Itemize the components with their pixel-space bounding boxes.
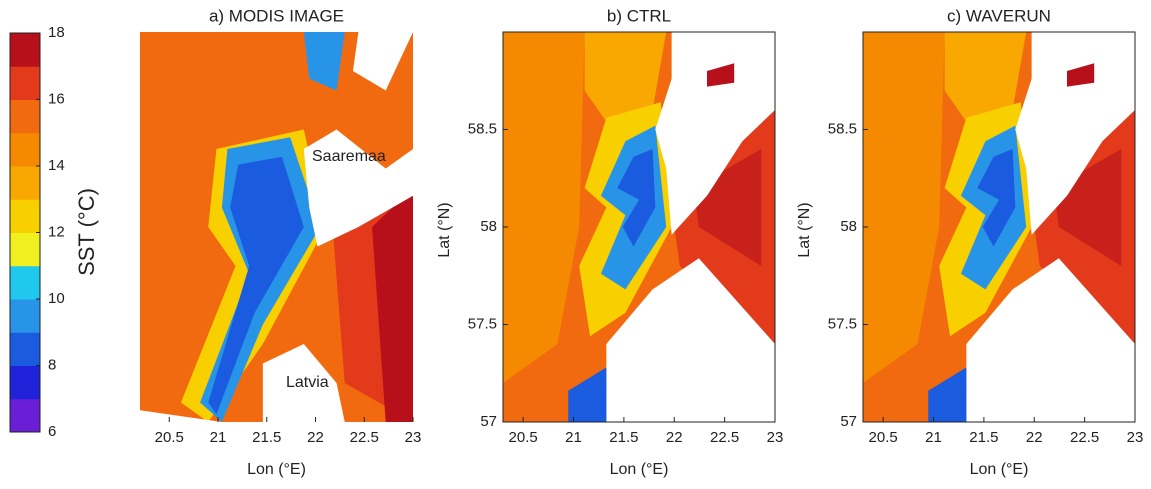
x-tick-label: 20.5: [869, 429, 898, 446]
sst-region: [352, 32, 413, 91]
y-tick-label: 58.5: [468, 120, 497, 137]
x-tick-label: 22.5: [1070, 429, 1099, 446]
y-tick-label: 57.5: [468, 315, 497, 332]
colorbar-band: [10, 265, 40, 300]
x-tick-label: 22: [1026, 429, 1043, 446]
x-tick-label: 22: [307, 429, 324, 446]
sst-region: [1015, 32, 1135, 235]
colorbar-tick-label: 14: [48, 157, 65, 174]
colorbar-band: [10, 232, 40, 267]
x-tick-label: 21: [925, 429, 942, 446]
sst-region: [140, 410, 222, 422]
sst-region: [262, 344, 345, 422]
colorbar-band: [10, 132, 40, 167]
x-tick-label: 20.5: [155, 429, 184, 446]
y-tick-label: 57: [480, 413, 497, 430]
x-tick-label: 23: [767, 429, 784, 446]
sst-region: [977, 149, 1016, 247]
x-tick-label: 21: [565, 429, 582, 446]
sst-region: [372, 188, 413, 422]
x-tick-label: 22.5: [350, 429, 379, 446]
colorbar-band: [10, 166, 40, 200]
y-tick-label: 57: [840, 413, 857, 430]
place-label: Latvia: [286, 374, 329, 391]
sst-region: [584, 32, 667, 130]
map-field: [503, 32, 775, 422]
x-tick-label: 21.5: [609, 429, 638, 446]
sst-region: [655, 32, 775, 235]
colorbar-tick-label: 12: [48, 223, 65, 240]
sst-region: [928, 367, 967, 422]
colorbar-tick-label: 6: [48, 423, 56, 440]
sst-region: [568, 367, 607, 422]
y-tick-label: 57.5: [828, 315, 857, 332]
colorbar-tick-label: 16: [48, 90, 65, 107]
x-axis-label: Lon (°E): [970, 461, 1029, 478]
map-field: [140, 32, 413, 423]
panel-title: c) WAVERUN: [947, 6, 1051, 25]
map-field: [863, 32, 1135, 422]
sst-region: [503, 32, 585, 383]
sst-region: [707, 63, 735, 87]
colorbar-band: [10, 398, 40, 433]
x-axis-label: Lon (°E): [247, 461, 306, 478]
x-tick-label: 23: [1127, 429, 1144, 446]
colorbar-band: [10, 199, 40, 233]
colorbar-label: SST (°C): [74, 188, 99, 276]
sst-region: [208, 156, 304, 415]
x-tick-label: 21.5: [969, 429, 998, 446]
y-tick-label: 58: [480, 218, 497, 235]
x-tick-label: 22.5: [710, 429, 739, 446]
colorbar-band: [10, 66, 40, 100]
panel-title: a) MODIS IMAGE: [209, 6, 344, 25]
x-tick-label: 21.5: [252, 429, 281, 446]
y-axis-label: Lat (°N): [436, 202, 453, 257]
sst-region: [617, 149, 656, 247]
colorbar-tick-label: 8: [48, 356, 56, 373]
sst-region: [944, 32, 1027, 130]
x-axis-label: Lon (°E): [610, 461, 669, 478]
colorbar-band: [10, 99, 40, 134]
sst-region: [303, 32, 345, 91]
y-tick-label: 58.5: [828, 120, 857, 137]
x-tick-label: 20.5: [509, 429, 538, 446]
colorbar-band: [10, 332, 40, 366]
x-tick-label: 23: [405, 429, 422, 446]
colorbar-tick-label: 10: [48, 290, 65, 307]
colorbar-band: [10, 365, 40, 400]
x-tick-label: 21: [210, 429, 227, 446]
sst-region: [303, 129, 413, 247]
colorbar-band: [10, 33, 40, 67]
place-label: Saaremaa: [312, 148, 386, 165]
y-axis-label: Lat (°N): [796, 202, 813, 257]
y-tick-label: 58: [840, 218, 857, 235]
sst-region: [606, 258, 775, 422]
sst-region: [966, 258, 1135, 422]
x-tick-label: 22: [666, 429, 683, 446]
colorbar-band: [10, 299, 40, 333]
sst-region: [863, 32, 945, 383]
sst-region: [1067, 63, 1095, 87]
panel-title: b) CTRL: [607, 6, 671, 25]
colorbar-tick-label: 18: [48, 24, 65, 41]
